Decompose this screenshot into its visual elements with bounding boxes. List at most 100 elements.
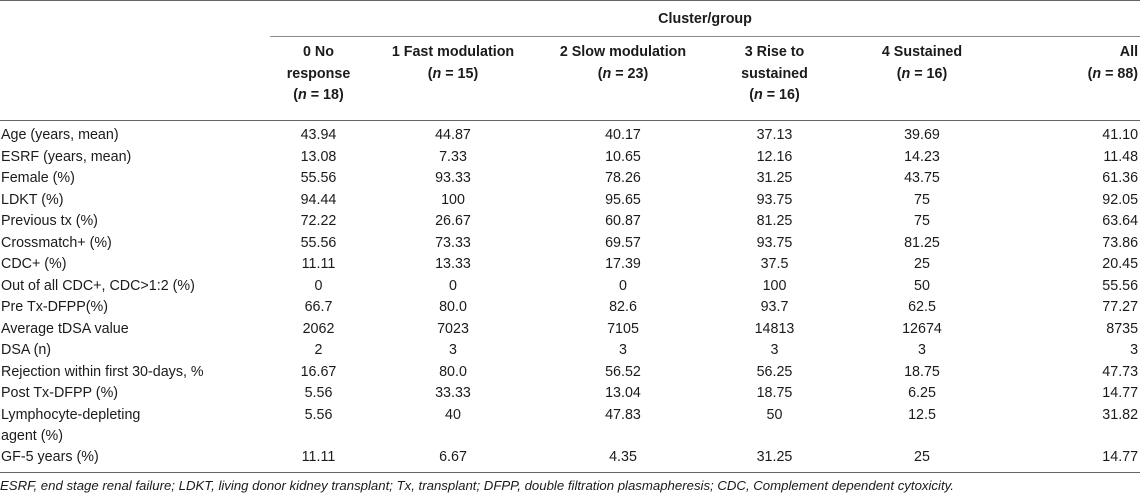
table-cell: 81.25	[904, 234, 940, 251]
table-cell: 77.27	[1102, 299, 1139, 315]
count-open: (	[293, 87, 299, 103]
table-cell: 7023	[437, 320, 469, 337]
row-label: ESRF (years, mean)	[1, 148, 132, 165]
count-open: (	[597, 65, 603, 82]
table-cell: 14.77	[1102, 385, 1139, 401]
table-cell: 3	[449, 342, 457, 358]
row-label: Out of all CDC+, CDC>1:2 (%)	[1, 277, 195, 294]
table-cell: 73.33	[435, 234, 471, 251]
row-label: Rejection within first 30-days, %	[1, 363, 204, 380]
table-cell: 37.13	[756, 127, 793, 143]
table-row: LDKT (%) 94.44 100 95.65 93.75 75 92.05	[0, 190, 1140, 212]
table-cell: 63.64	[1102, 213, 1139, 229]
column-header: 1 Fast modulation (n = 15)	[367, 37, 539, 121]
table-cell: 47.83	[605, 406, 641, 423]
row-label: Pre Tx-DFPP(%)	[1, 299, 108, 315]
table-cell: 18.75	[904, 363, 940, 380]
table-cell: 3	[770, 342, 779, 358]
table-cell: 31.82	[1102, 406, 1139, 423]
table-cell: 55.56	[1102, 277, 1139, 294]
column-header-title: 1 Fast modulation	[391, 44, 515, 60]
table-cell: 25	[914, 448, 930, 465]
table-cell: 11.11	[301, 256, 336, 272]
table-cell: 55.56	[300, 234, 337, 251]
column-header: 3 Rise to sustained (n = 16)	[707, 37, 842, 121]
table-cell: 37.5	[760, 256, 789, 272]
table-cell: 13.08	[300, 148, 337, 165]
data-table: Cluster/group 0 No response (n = 18) 1 Fast…	[0, 0, 1141, 473]
table-cell: 81.25	[756, 213, 793, 229]
table-cell: 55.56	[300, 170, 337, 186]
table-cell: 7.33	[439, 148, 467, 165]
table-cell: 39.69	[904, 127, 940, 143]
table-cell: 16.67	[300, 363, 337, 380]
table-cell: 31.25	[756, 448, 793, 465]
table-row: Post Tx-DFPP (%) 5.56 33.33 13.04 18.75 6.25 1…	[0, 383, 1140, 405]
row-label: Female (%)	[1, 170, 75, 186]
table-cell: 75	[914, 213, 930, 229]
table-cell: 66.7	[304, 299, 333, 315]
column-header: 2 Slow modulation (n = 23)	[539, 37, 707, 121]
table-cell: 13.33	[435, 256, 471, 272]
table-cell: 95.65	[605, 191, 641, 208]
table-cell: 5.56	[304, 385, 333, 401]
count-value: = 88)	[1101, 65, 1139, 82]
table-cell: 0	[449, 277, 457, 294]
table-cell: 3	[918, 342, 926, 358]
table-cell: 93.75	[756, 234, 793, 251]
table-cell: 60.87	[605, 213, 641, 229]
count-value: = 15)	[441, 65, 479, 82]
column-header-count: (n = 88)	[1088, 66, 1138, 82]
table-cell: 93.75	[756, 191, 793, 208]
count-variable: n	[602, 65, 612, 82]
row-label: Crossmatch+ (%)	[1, 234, 112, 251]
column-header: 0 No response (n = 18)	[270, 37, 367, 121]
table-row: Lymphocyte-depleting agent (%) 5.56 40 47.8…	[0, 405, 1140, 447]
column-header-count: (n = 16)	[749, 87, 799, 103]
table-cell: 50	[914, 277, 930, 294]
table-cell: 14.77	[1102, 448, 1139, 465]
row-label: Average tDSA value	[1, 320, 129, 337]
count-value: = 16)	[762, 87, 800, 103]
table-cell: 26.67	[435, 213, 471, 229]
row-label: DSA (n)	[1, 342, 52, 358]
row-label: Age (years, mean)	[1, 127, 119, 143]
table-header: Cluster/group 0 No response (n = 18) 1 Fast…	[0, 0, 1141, 121]
table-body: Age (years, mean) 43.94 44.87 40.17 37.13 39.…	[0, 121, 1141, 473]
column-header: All (n = 88)	[1002, 37, 1140, 121]
table-cell: 47.73	[1102, 363, 1139, 380]
table-row: ESRF (years, mean) 13.08 7.33 10.65 12.16 14.…	[0, 147, 1140, 169]
table-cell: 11.11	[301, 448, 336, 465]
table-row: CDC+ (%) 11.11 13.33 17.39 37.5 25 20.45	[0, 254, 1140, 276]
table-cell: 93.7	[760, 299, 789, 315]
count-value: = 16)	[910, 65, 948, 82]
count-value: = 23)	[611, 65, 649, 82]
table-cell: 0	[314, 277, 323, 294]
table-cell: 40	[445, 406, 461, 423]
table-cell: 14813	[754, 320, 795, 337]
table-footnote: ESRF, end stage renal failure; LDKT, liv…	[0, 478, 954, 493]
table-cell: 14.23	[904, 148, 940, 165]
table-cell: 6.67	[439, 448, 467, 465]
table-cell: 100	[441, 191, 465, 208]
table-cell: 0	[619, 277, 627, 294]
table-cell: 25	[914, 256, 930, 272]
table-row: Out of all CDC+, CDC>1:2 (%) 0 0 0 100 50 55.5…	[0, 276, 1140, 298]
table-row: Female (%) 55.56 93.33 78.26 31.25 43.75 61.36	[0, 168, 1140, 190]
table-cell: 11.48	[1103, 148, 1139, 165]
row-label: CDC+ (%)	[1, 256, 67, 272]
table-cell: 17.39	[605, 256, 641, 272]
column-header-title: 2 Slow modulation	[559, 44, 687, 60]
count-variable: n	[901, 65, 911, 82]
table-cell: 61.36	[1102, 170, 1139, 186]
table-cell: 92.05	[1102, 191, 1139, 208]
count-open: (	[427, 65, 433, 82]
table-row: DSA (n) 2 3 3 3 3 3	[0, 340, 1140, 362]
column-header-title-cont: response	[286, 65, 351, 82]
table-cell: 94.44	[300, 191, 337, 208]
table-cell: 18.75	[756, 385, 793, 401]
table-cell: 2062	[302, 320, 335, 337]
table-cell: 50	[766, 406, 783, 423]
column-header-title: 3 Rise to	[744, 44, 805, 60]
column-header-title: 4 Sustained	[881, 44, 963, 60]
